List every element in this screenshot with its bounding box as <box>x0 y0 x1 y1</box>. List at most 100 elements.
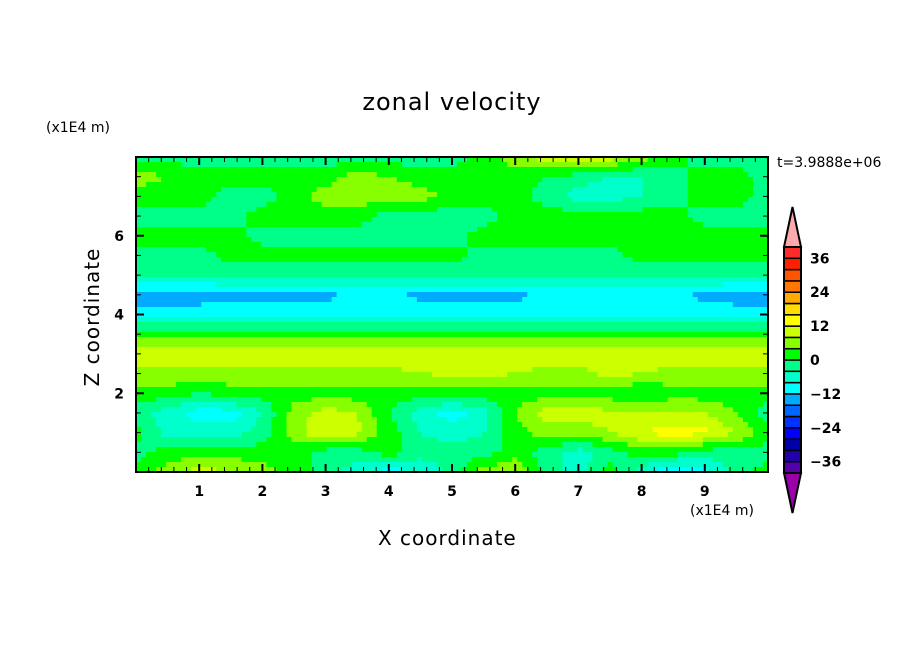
field-cell <box>136 417 157 423</box>
field-cell <box>246 212 378 218</box>
plot-frame <box>135 156 769 473</box>
field-cell <box>271 417 288 423</box>
field-cell <box>702 437 744 443</box>
field-cell <box>637 467 659 473</box>
field-cell <box>497 462 523 468</box>
field-cell <box>351 462 438 468</box>
field-cell <box>537 447 578 453</box>
field-cell <box>396 452 493 458</box>
field-cell <box>136 177 162 183</box>
field-cell <box>166 462 268 468</box>
colorbar-label: −24 <box>810 421 841 437</box>
field-cell <box>416 457 423 463</box>
field-cell <box>537 462 563 468</box>
field-cell <box>502 422 523 428</box>
field-cell <box>181 457 242 463</box>
field-cell <box>532 432 619 438</box>
colorbar-label: 24 <box>810 285 830 301</box>
colorbar-under-triangle <box>782 472 803 514</box>
field-cell <box>467 437 503 443</box>
field-cell <box>622 197 689 203</box>
colorbar-box <box>783 257 802 271</box>
field-cell <box>612 397 669 403</box>
field-cell <box>467 462 498 468</box>
field-cell <box>306 422 363 428</box>
field-cell <box>677 457 714 463</box>
field-cell <box>692 217 769 223</box>
field-cell <box>136 432 142 438</box>
field-cell <box>291 437 368 443</box>
field-cell <box>687 192 754 198</box>
field-cell <box>592 442 629 448</box>
field-cell <box>487 407 503 413</box>
field-cell <box>371 407 393 413</box>
field-cell <box>336 177 398 183</box>
field-cell <box>692 292 769 298</box>
field-cell <box>136 362 769 368</box>
field-cell <box>141 457 182 463</box>
field-cell <box>286 427 308 433</box>
field-cell <box>542 417 719 423</box>
field-cell <box>426 197 533 203</box>
field-cell <box>627 452 679 458</box>
field-cell <box>462 467 478 473</box>
field-cell <box>532 197 573 203</box>
field-cell <box>742 167 769 173</box>
field-cell <box>136 157 468 163</box>
field-cell <box>326 447 363 453</box>
field-cell <box>472 457 513 463</box>
field-cell <box>467 247 619 253</box>
field-cell <box>527 467 543 473</box>
field-cell <box>602 437 639 443</box>
field-cell <box>271 187 318 193</box>
field-cell <box>161 407 197 413</box>
field-cell <box>206 247 468 253</box>
field-cell <box>502 442 563 448</box>
field-cell <box>246 222 363 228</box>
time-label: t=3.9888e+06 <box>777 155 882 171</box>
field-cell <box>311 457 418 463</box>
colorbar-box <box>783 460 802 474</box>
field-cell <box>657 367 769 373</box>
field-cell <box>401 162 458 168</box>
field-cell <box>622 252 769 258</box>
field-cell <box>482 432 503 438</box>
field-cell <box>361 447 403 453</box>
field-cell <box>136 342 769 348</box>
field-cell <box>732 427 754 433</box>
field-cell <box>136 457 142 463</box>
field-cell <box>687 202 744 208</box>
field-cell <box>517 412 538 418</box>
field-cell <box>697 297 769 303</box>
field-cell <box>742 437 769 443</box>
field-cell <box>587 182 644 188</box>
field-cell <box>436 207 493 213</box>
field-cell <box>507 372 599 378</box>
field-cell <box>637 437 704 443</box>
field-cell <box>436 412 468 418</box>
field-cell <box>266 202 323 208</box>
field-cell <box>527 292 694 298</box>
field-cell <box>376 432 403 438</box>
field-cell <box>241 432 273 438</box>
field-cell <box>136 282 217 288</box>
field-cell <box>136 172 157 178</box>
field-cell <box>537 157 614 163</box>
field-cell <box>141 432 162 438</box>
field-cell <box>602 407 734 413</box>
field-cell <box>261 242 468 248</box>
field-cell <box>361 422 378 428</box>
field-cell <box>457 162 508 168</box>
field-cell <box>602 177 644 183</box>
field-cell <box>306 417 358 423</box>
field-cell <box>136 382 177 388</box>
field-cell <box>752 467 769 473</box>
field-cell <box>426 187 533 193</box>
field-cell <box>156 422 257 428</box>
field-cell <box>136 412 152 418</box>
field-cell <box>612 447 714 453</box>
field-cell <box>587 467 604 473</box>
field-cell <box>752 192 769 198</box>
field-cell <box>286 432 308 438</box>
field-cell <box>411 397 488 403</box>
